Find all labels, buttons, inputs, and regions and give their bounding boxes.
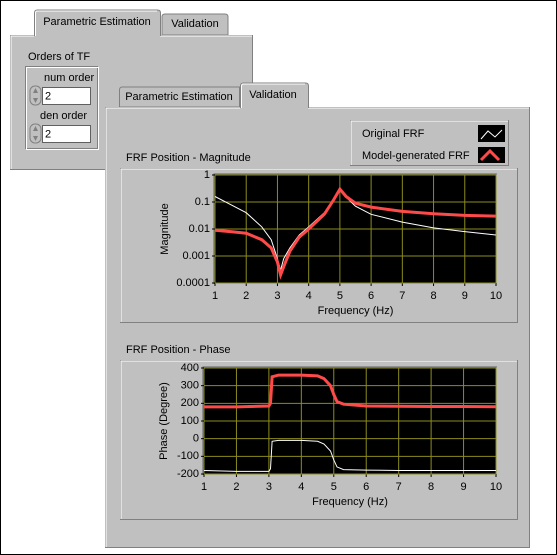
series-line xyxy=(204,373,497,409)
field-label: num order xyxy=(44,72,94,84)
x-tick-label: 1 xyxy=(212,290,218,302)
series-line xyxy=(214,188,497,272)
spinner[interactable] xyxy=(29,123,42,144)
y-tick-label: 0.001 xyxy=(182,250,210,262)
x-axis-label: Frequency (Hz) xyxy=(318,305,394,317)
y-tick-label: 300 xyxy=(181,380,199,392)
chart-title: FRF Position - Magnitude xyxy=(126,152,251,164)
x-tick-label: 7 xyxy=(399,290,405,302)
field-label: den order xyxy=(40,110,87,122)
y-tick-label: -200 xyxy=(177,468,199,480)
tab[interactable] xyxy=(240,82,309,108)
x-tick-label: 2 xyxy=(243,290,249,302)
x-tick-label: 3 xyxy=(274,290,280,302)
y-tick-label: 0.01 xyxy=(189,223,210,235)
x-tick-label: 4 xyxy=(306,290,312,302)
x-tick-label: 8 xyxy=(428,481,434,493)
y-tick-label: 0.0001 xyxy=(176,277,210,289)
x-tick-label: 3 xyxy=(266,481,272,493)
bevel xyxy=(10,35,252,169)
tab-label[interactable]: Validation xyxy=(249,89,297,101)
x-tick-label: 8 xyxy=(430,290,436,302)
bevel xyxy=(350,120,508,165)
legend-label: Original FRF xyxy=(362,128,425,140)
group-label: Orders of TF xyxy=(28,51,90,63)
spinner-arrows xyxy=(33,126,38,141)
x-tick-label: 1 xyxy=(201,481,207,493)
x-tick-label: 10 xyxy=(490,481,502,493)
tab[interactable] xyxy=(161,13,229,36)
x-tick-label: 4 xyxy=(298,481,304,493)
tab-label[interactable]: Validation xyxy=(171,18,219,30)
legend-label: Model-generated FRF xyxy=(362,150,470,162)
tab-label[interactable]: Parametric Estimation xyxy=(125,91,233,103)
tab[interactable] xyxy=(34,9,161,36)
x-tick-label: 5 xyxy=(331,481,337,493)
x-tick-label: 9 xyxy=(460,481,466,493)
bevel xyxy=(105,107,529,547)
plot-inset xyxy=(213,173,497,284)
numeric-input[interactable] xyxy=(42,125,91,143)
y-tick-label: -100 xyxy=(177,450,199,462)
y-tick-label: 200 xyxy=(181,397,199,409)
field-value[interactable]: 2 xyxy=(45,90,51,102)
spinner-arrows xyxy=(33,88,38,103)
group-box xyxy=(25,66,98,149)
group-box-hi xyxy=(26,67,99,150)
x-tick-label: 2 xyxy=(233,481,239,493)
chart-title: FRF Position - Phase xyxy=(126,344,231,356)
x-axis-label: Frequency (Hz) xyxy=(312,496,388,508)
y-tick-label: 100 xyxy=(181,415,199,427)
series-line xyxy=(203,439,496,472)
legend-swatch xyxy=(480,129,503,140)
x-tick-label: 7 xyxy=(396,481,402,493)
bevel xyxy=(120,168,517,322)
x-tick-label: 9 xyxy=(462,290,468,302)
y-tick-label: 400 xyxy=(181,362,199,374)
bevel xyxy=(241,83,305,108)
tab[interactable] xyxy=(119,86,240,108)
y-tick-label: 0 xyxy=(193,433,199,445)
legend-swatch xyxy=(479,148,501,162)
field-value[interactable]: 2 xyxy=(45,128,51,140)
numeric-input[interactable] xyxy=(42,87,91,105)
x-tick-label: 5 xyxy=(337,290,343,302)
spinner[interactable] xyxy=(29,85,42,106)
bevel xyxy=(120,360,517,519)
y-tick-label: 0.1 xyxy=(195,196,210,208)
tab-label[interactable]: Parametric Estimation xyxy=(43,16,151,28)
series-line xyxy=(214,186,497,280)
bevel xyxy=(35,10,157,36)
x-tick-label: 6 xyxy=(368,290,374,302)
x-tick-label: 10 xyxy=(490,290,502,302)
y-axis-label: Magnitude xyxy=(159,203,171,254)
x-tick-label: 6 xyxy=(363,481,369,493)
y-tick-label: 1 xyxy=(204,169,210,181)
y-axis-label: Phase (Degree) xyxy=(158,382,170,460)
